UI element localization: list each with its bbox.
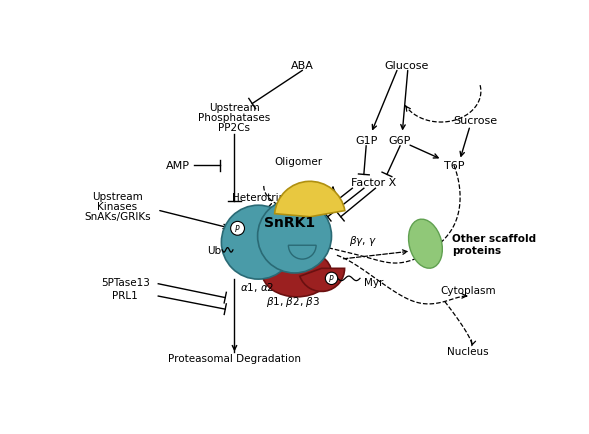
Text: P: P — [329, 274, 334, 283]
Text: SnRK1: SnRK1 — [264, 216, 315, 230]
Text: G1P: G1P — [355, 135, 378, 145]
Text: SnAKs/GRIKs: SnAKs/GRIKs — [84, 211, 151, 221]
Wedge shape — [274, 182, 345, 217]
Text: $\beta\gamma$, $\gamma$: $\beta\gamma$, $\gamma$ — [349, 233, 377, 247]
Text: PP2Cs: PP2Cs — [219, 123, 250, 133]
Text: P: P — [235, 224, 240, 233]
Text: Sucrose: Sucrose — [454, 116, 498, 126]
Circle shape — [231, 222, 244, 236]
Text: proteins: proteins — [452, 245, 501, 255]
Text: Ub: Ub — [207, 245, 221, 255]
Text: Proteasomal Degradation: Proteasomal Degradation — [168, 353, 301, 363]
Text: Cytoplasm: Cytoplasm — [440, 285, 495, 295]
Text: Heterotrimer: Heterotrimer — [232, 193, 300, 203]
Wedge shape — [289, 246, 316, 260]
Text: ABA: ABA — [291, 61, 314, 71]
Circle shape — [221, 206, 295, 279]
Text: PRL1: PRL1 — [112, 290, 138, 300]
Text: Kinases: Kinases — [97, 201, 137, 211]
Wedge shape — [300, 269, 345, 292]
Text: Upstream: Upstream — [92, 191, 143, 201]
Text: Nucleus: Nucleus — [447, 347, 489, 357]
Text: Myr: Myr — [364, 278, 383, 288]
Text: 5PTase13: 5PTase13 — [101, 278, 150, 288]
Text: Phosphatases: Phosphatases — [198, 113, 270, 123]
Text: $\alpha$1, $\alpha$2: $\alpha$1, $\alpha$2 — [240, 280, 275, 293]
Text: Oligomer: Oligomer — [274, 156, 322, 166]
Text: G6P: G6P — [389, 135, 411, 145]
Text: Upstream: Upstream — [209, 103, 260, 113]
Ellipse shape — [262, 250, 332, 297]
Text: Other scaffold: Other scaffold — [452, 233, 537, 243]
Circle shape — [257, 200, 332, 273]
Text: AMP: AMP — [166, 161, 190, 171]
Ellipse shape — [409, 220, 442, 269]
Text: T6P: T6P — [444, 161, 464, 171]
Text: Factor X: Factor X — [351, 178, 396, 187]
Text: $\beta$1, $\beta$2, $\beta$3: $\beta$1, $\beta$2, $\beta$3 — [266, 295, 320, 309]
Text: Glucose: Glucose — [384, 61, 428, 71]
Circle shape — [325, 273, 337, 285]
